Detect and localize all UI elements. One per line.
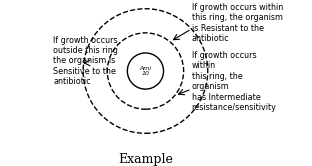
Text: If growth occurs within
this ring, the organism
is Resistant to the
antibiotic: If growth occurs within this ring, the o…	[192, 3, 283, 43]
Text: Example: Example	[118, 153, 173, 166]
Text: If growth occurs
within
this ring, the
organism
has Intermediate
resistance/sens: If growth occurs within this ring, the o…	[192, 51, 276, 112]
Text: If growth occurs
outside this ring
the organism is
Sensitive to the
antibiotic: If growth occurs outside this ring the o…	[53, 36, 118, 86]
Text: Ami
10: Ami 10	[139, 66, 152, 76]
